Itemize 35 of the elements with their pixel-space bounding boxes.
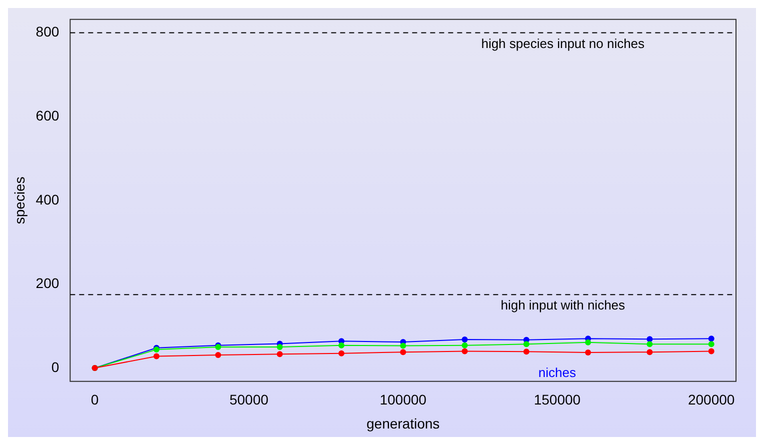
- point: [523, 341, 530, 348]
- y-axis-title: species: [11, 176, 28, 224]
- point: [400, 342, 406, 349]
- x-tick-label: 0: [90, 392, 99, 408]
- point: [708, 336, 714, 342]
- point: [215, 352, 222, 358]
- point: [708, 348, 714, 354]
- x-axis-title: generations: [366, 415, 440, 432]
- point: [462, 342, 468, 348]
- point: [585, 339, 592, 346]
- point: [153, 353, 160, 360]
- point: [276, 351, 283, 358]
- x-tick-label: 150000: [534, 392, 581, 408]
- ref-line-label: high species input no niches: [481, 36, 646, 51]
- y-tick-label: 600: [36, 107, 60, 124]
- y-tick-label: 400: [36, 191, 60, 208]
- point: [338, 342, 344, 348]
- point: [646, 349, 653, 356]
- y-tick-label: 200: [36, 275, 60, 292]
- point: [338, 350, 344, 356]
- point: [646, 341, 653, 348]
- point: [708, 341, 714, 348]
- point: [585, 349, 592, 356]
- x-tick-label: 50000: [229, 392, 269, 408]
- point: [276, 344, 283, 350]
- series-label: niches: [538, 364, 576, 380]
- ref-line-label: high input with niches: [500, 298, 626, 313]
- y-tick-label: 800: [36, 24, 60, 40]
- y-tick-label: 0: [51, 358, 60, 375]
- point: [523, 348, 530, 355]
- point: [462, 336, 468, 342]
- x-tick-label: 200000: [688, 392, 735, 408]
- point: [462, 348, 468, 354]
- x-tick-label: 100000: [380, 392, 427, 408]
- point: [400, 349, 406, 356]
